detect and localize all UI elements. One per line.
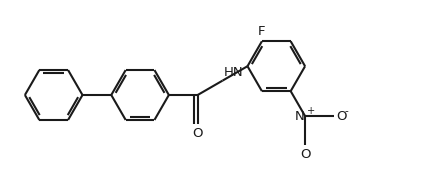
Text: O: O	[336, 110, 346, 123]
Text: HN: HN	[224, 66, 243, 79]
Text: O: O	[192, 127, 203, 140]
Text: F: F	[258, 25, 266, 38]
Text: N: N	[294, 110, 304, 123]
Text: +: +	[307, 106, 316, 116]
Text: -: -	[345, 106, 349, 116]
Text: O: O	[300, 148, 310, 161]
